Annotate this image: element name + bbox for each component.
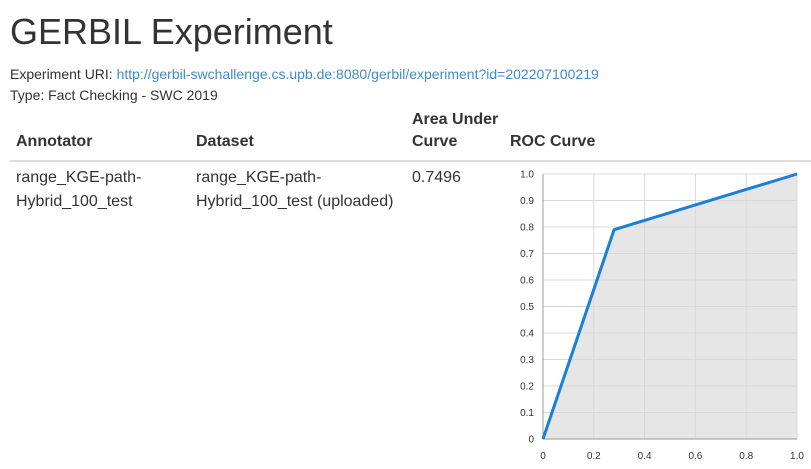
x-tick-label: 0.2	[587, 451, 601, 462]
y-tick-label: 0.3	[520, 355, 534, 366]
column-header-annotator: Annotator	[16, 133, 93, 150]
x-tick-label: 0.8	[739, 451, 753, 462]
x-tick-label: 0.6	[688, 451, 702, 462]
y-tick-label: 0.6	[520, 276, 534, 287]
y-tick-label: 0.7	[520, 249, 534, 260]
y-tick-label: 0.1	[520, 408, 534, 419]
y-tick-label: 0	[528, 435, 534, 446]
column-header-roc: ROC Curve	[510, 133, 596, 150]
y-tick-label: 0.8	[520, 223, 534, 234]
column-header-dataset: Dataset	[196, 133, 254, 150]
y-tick-label: 0.4	[520, 329, 534, 340]
experiment-uri-link[interactable]: http://gerbil-swchallenge.cs.upb.de:8080…	[116, 66, 599, 82]
y-tick-label: 1.0	[520, 170, 534, 181]
table-header-divider	[10, 160, 811, 162]
cell-auc: 0.7496	[412, 169, 461, 186]
roc-curve-chart: 0 0.1 0.2 0.3 0.4 0.5 0.6 0.7 0.8 0.9 1.0 0 0.2 0.4 0.…	[520, 170, 804, 463]
roc-curve-line	[541, 172, 798, 440]
x-tick-label: 0	[540, 451, 546, 462]
y-tick-label: 0.9	[520, 196, 534, 207]
y-tick-label: 0.2	[520, 382, 534, 393]
cell-dataset: range_KGE-path-Hybrid_100_test (uploaded…	[196, 169, 394, 210]
experiment-uri-label: Experiment URI:	[10, 66, 113, 82]
experiment-type: Type: Fact Checking - SWC 2019	[10, 87, 218, 103]
y-tick-label: 0.5	[520, 302, 534, 313]
page-title: GERBIL Experiment	[10, 11, 333, 52]
x-tick-label: 0.4	[638, 451, 652, 462]
cell-annotator: range_KGE-path-Hybrid_100_test	[16, 169, 142, 210]
experiment-uri-line: Experiment URI: http://gerbil-swchalleng…	[10, 64, 599, 84]
x-tick-label: 1.0	[790, 451, 804, 462]
column-header-auc: Area Under Curve	[412, 111, 499, 150]
